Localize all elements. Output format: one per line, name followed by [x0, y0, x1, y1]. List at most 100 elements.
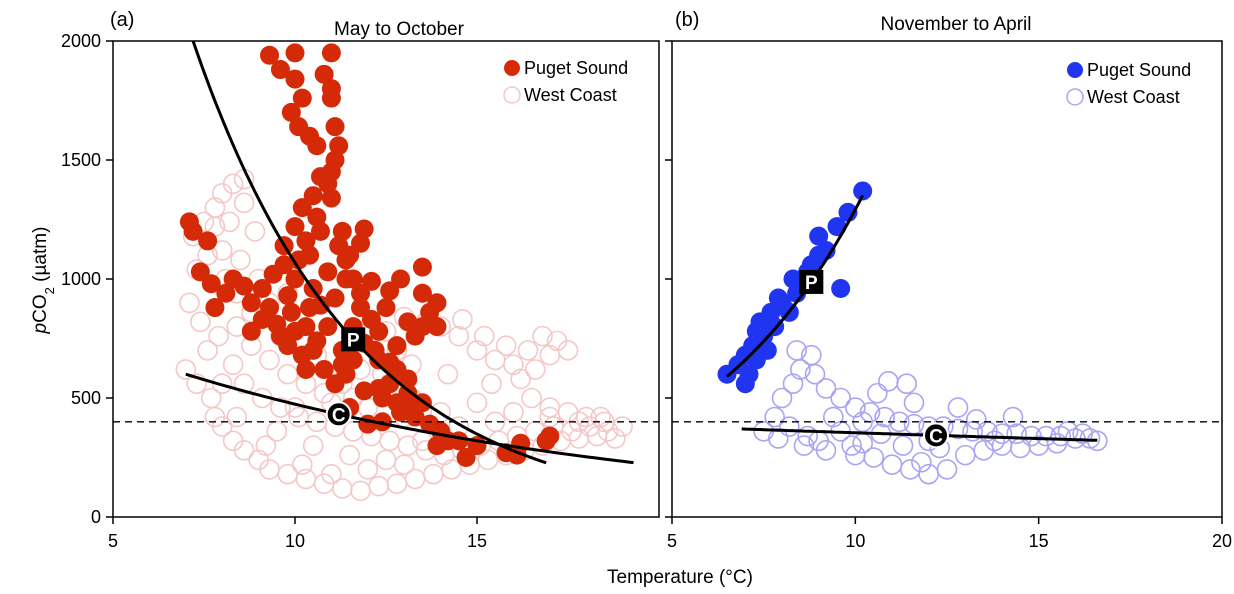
west-coast-point — [339, 444, 360, 466]
west-coast-point — [863, 447, 884, 468]
west-coast-point — [259, 459, 280, 480]
fit-curve-c-a — [185, 372, 634, 465]
puget-sound-point — [318, 262, 338, 282]
puget-sound-point — [241, 293, 261, 313]
puget-sound-point — [281, 302, 301, 322]
west-coast-point — [947, 418, 969, 440]
fit-label-p: P — [341, 327, 366, 352]
x-tick-label: 10 — [845, 531, 865, 551]
puget-sound-point — [205, 298, 225, 318]
plot-frame-b — [671, 40, 1223, 518]
fit-labels-b: PC — [799, 269, 949, 449]
puget-sound-point — [351, 233, 371, 253]
west-coast-point — [823, 406, 844, 428]
west-coast-point — [955, 444, 976, 466]
west-coast-point — [590, 406, 612, 428]
puget-sound-point — [325, 374, 345, 394]
puget-sound-point — [296, 231, 316, 251]
west-coast-point — [786, 340, 807, 361]
puget-sound-point — [354, 219, 374, 239]
west-coast-point — [503, 354, 524, 375]
puget-sound-point — [190, 262, 210, 282]
puget-sound-point — [281, 102, 301, 122]
puget-sound-point — [757, 340, 777, 360]
puget-sound-point — [735, 374, 755, 394]
y-tick-label: 500 — [71, 388, 101, 408]
puget-sound-point — [358, 414, 378, 434]
west-coast-point — [270, 397, 291, 418]
fit-curve-p-a — [191, 40, 547, 465]
legend-label-puget-b: Puget Sound — [1087, 60, 1191, 80]
west-coast-point — [841, 435, 862, 456]
x-tick-label: 10 — [285, 531, 305, 551]
west-coast-point — [219, 211, 240, 233]
west-coast-point — [186, 373, 208, 395]
west-coast-point — [503, 401, 524, 423]
west-coast-point — [966, 409, 987, 430]
west-coast-point — [222, 354, 244, 375]
west-coast-point — [900, 459, 921, 480]
west-coast-point — [208, 325, 229, 347]
west-coast-point — [524, 359, 546, 380]
puget-sound-point — [412, 257, 432, 277]
west-coast-point — [797, 425, 818, 447]
fit-marker-text: P — [347, 330, 360, 351]
puget-sound-point — [285, 269, 305, 289]
x-tick-label: 20 — [1212, 531, 1232, 551]
west-coast-point — [1010, 437, 1031, 459]
y-axis-label: pCO2 (µatm) — [30, 227, 57, 335]
fit-marker-text: C — [929, 426, 943, 447]
chart-title-a: May to October — [334, 19, 465, 40]
fit-label-p: P — [799, 269, 824, 294]
west-coast-point — [295, 468, 317, 490]
x-ticks-b: 5 10 15 20 — [667, 517, 1232, 551]
west-coast-point — [815, 378, 837, 399]
puget-sound-point — [270, 60, 290, 80]
y-axis-label-italic: p — [30, 323, 51, 335]
puget-sound-point — [853, 181, 873, 201]
west-coast-point — [605, 428, 626, 449]
puget-sound-point — [300, 298, 320, 318]
legend-marker-puget-a — [504, 60, 520, 76]
puget-sound-point — [329, 136, 349, 156]
west-coast-point — [793, 435, 815, 456]
west-coast-point — [204, 197, 226, 218]
puget-sound-point — [318, 317, 338, 337]
west-coast-point — [277, 463, 299, 485]
puget-sound-point — [336, 250, 356, 270]
panel-a: (a) May to October PC 5 10 15 050010001500… — [61, 9, 660, 551]
west-coast-point — [222, 430, 244, 452]
puget-sound-point — [351, 283, 371, 303]
puget-sound-point — [285, 43, 305, 63]
west-coast-points-b — [753, 340, 1108, 485]
west-coast-point — [867, 382, 888, 404]
puget-sound-point — [292, 88, 312, 108]
puget-sound-point — [398, 383, 418, 403]
west-coast-point — [175, 359, 197, 380]
legend-b: Puget Sound West Coast — [1066, 60, 1191, 107]
west-coast-point — [782, 373, 804, 395]
fit-labels-a: PC — [325, 327, 366, 428]
puget-sound-point — [369, 321, 389, 341]
west-coast-point — [321, 463, 342, 485]
west-coast-point — [393, 454, 415, 475]
puget-sound-point — [427, 317, 447, 337]
fit-curve-c-b — [741, 427, 1098, 442]
west-coast-point — [1072, 423, 1093, 445]
puget-sound-point — [270, 326, 290, 346]
legend-marker-puget-b — [1067, 62, 1083, 78]
panel-label-b: (b) — [675, 9, 699, 31]
fit-marker-square — [341, 327, 366, 352]
west-coast-point — [771, 387, 793, 409]
west-coast-point — [557, 401, 579, 423]
west-coast-point — [532, 325, 553, 347]
west-coast-point — [248, 449, 269, 471]
west-coast-point — [1002, 406, 1024, 428]
y-tick-label: 0 — [91, 507, 101, 527]
west-coast-point — [230, 249, 251, 271]
west-coast-point — [357, 459, 379, 480]
west-coast-point — [226, 406, 248, 428]
west-coast-point — [466, 340, 488, 361]
west-coast-point — [244, 221, 266, 242]
